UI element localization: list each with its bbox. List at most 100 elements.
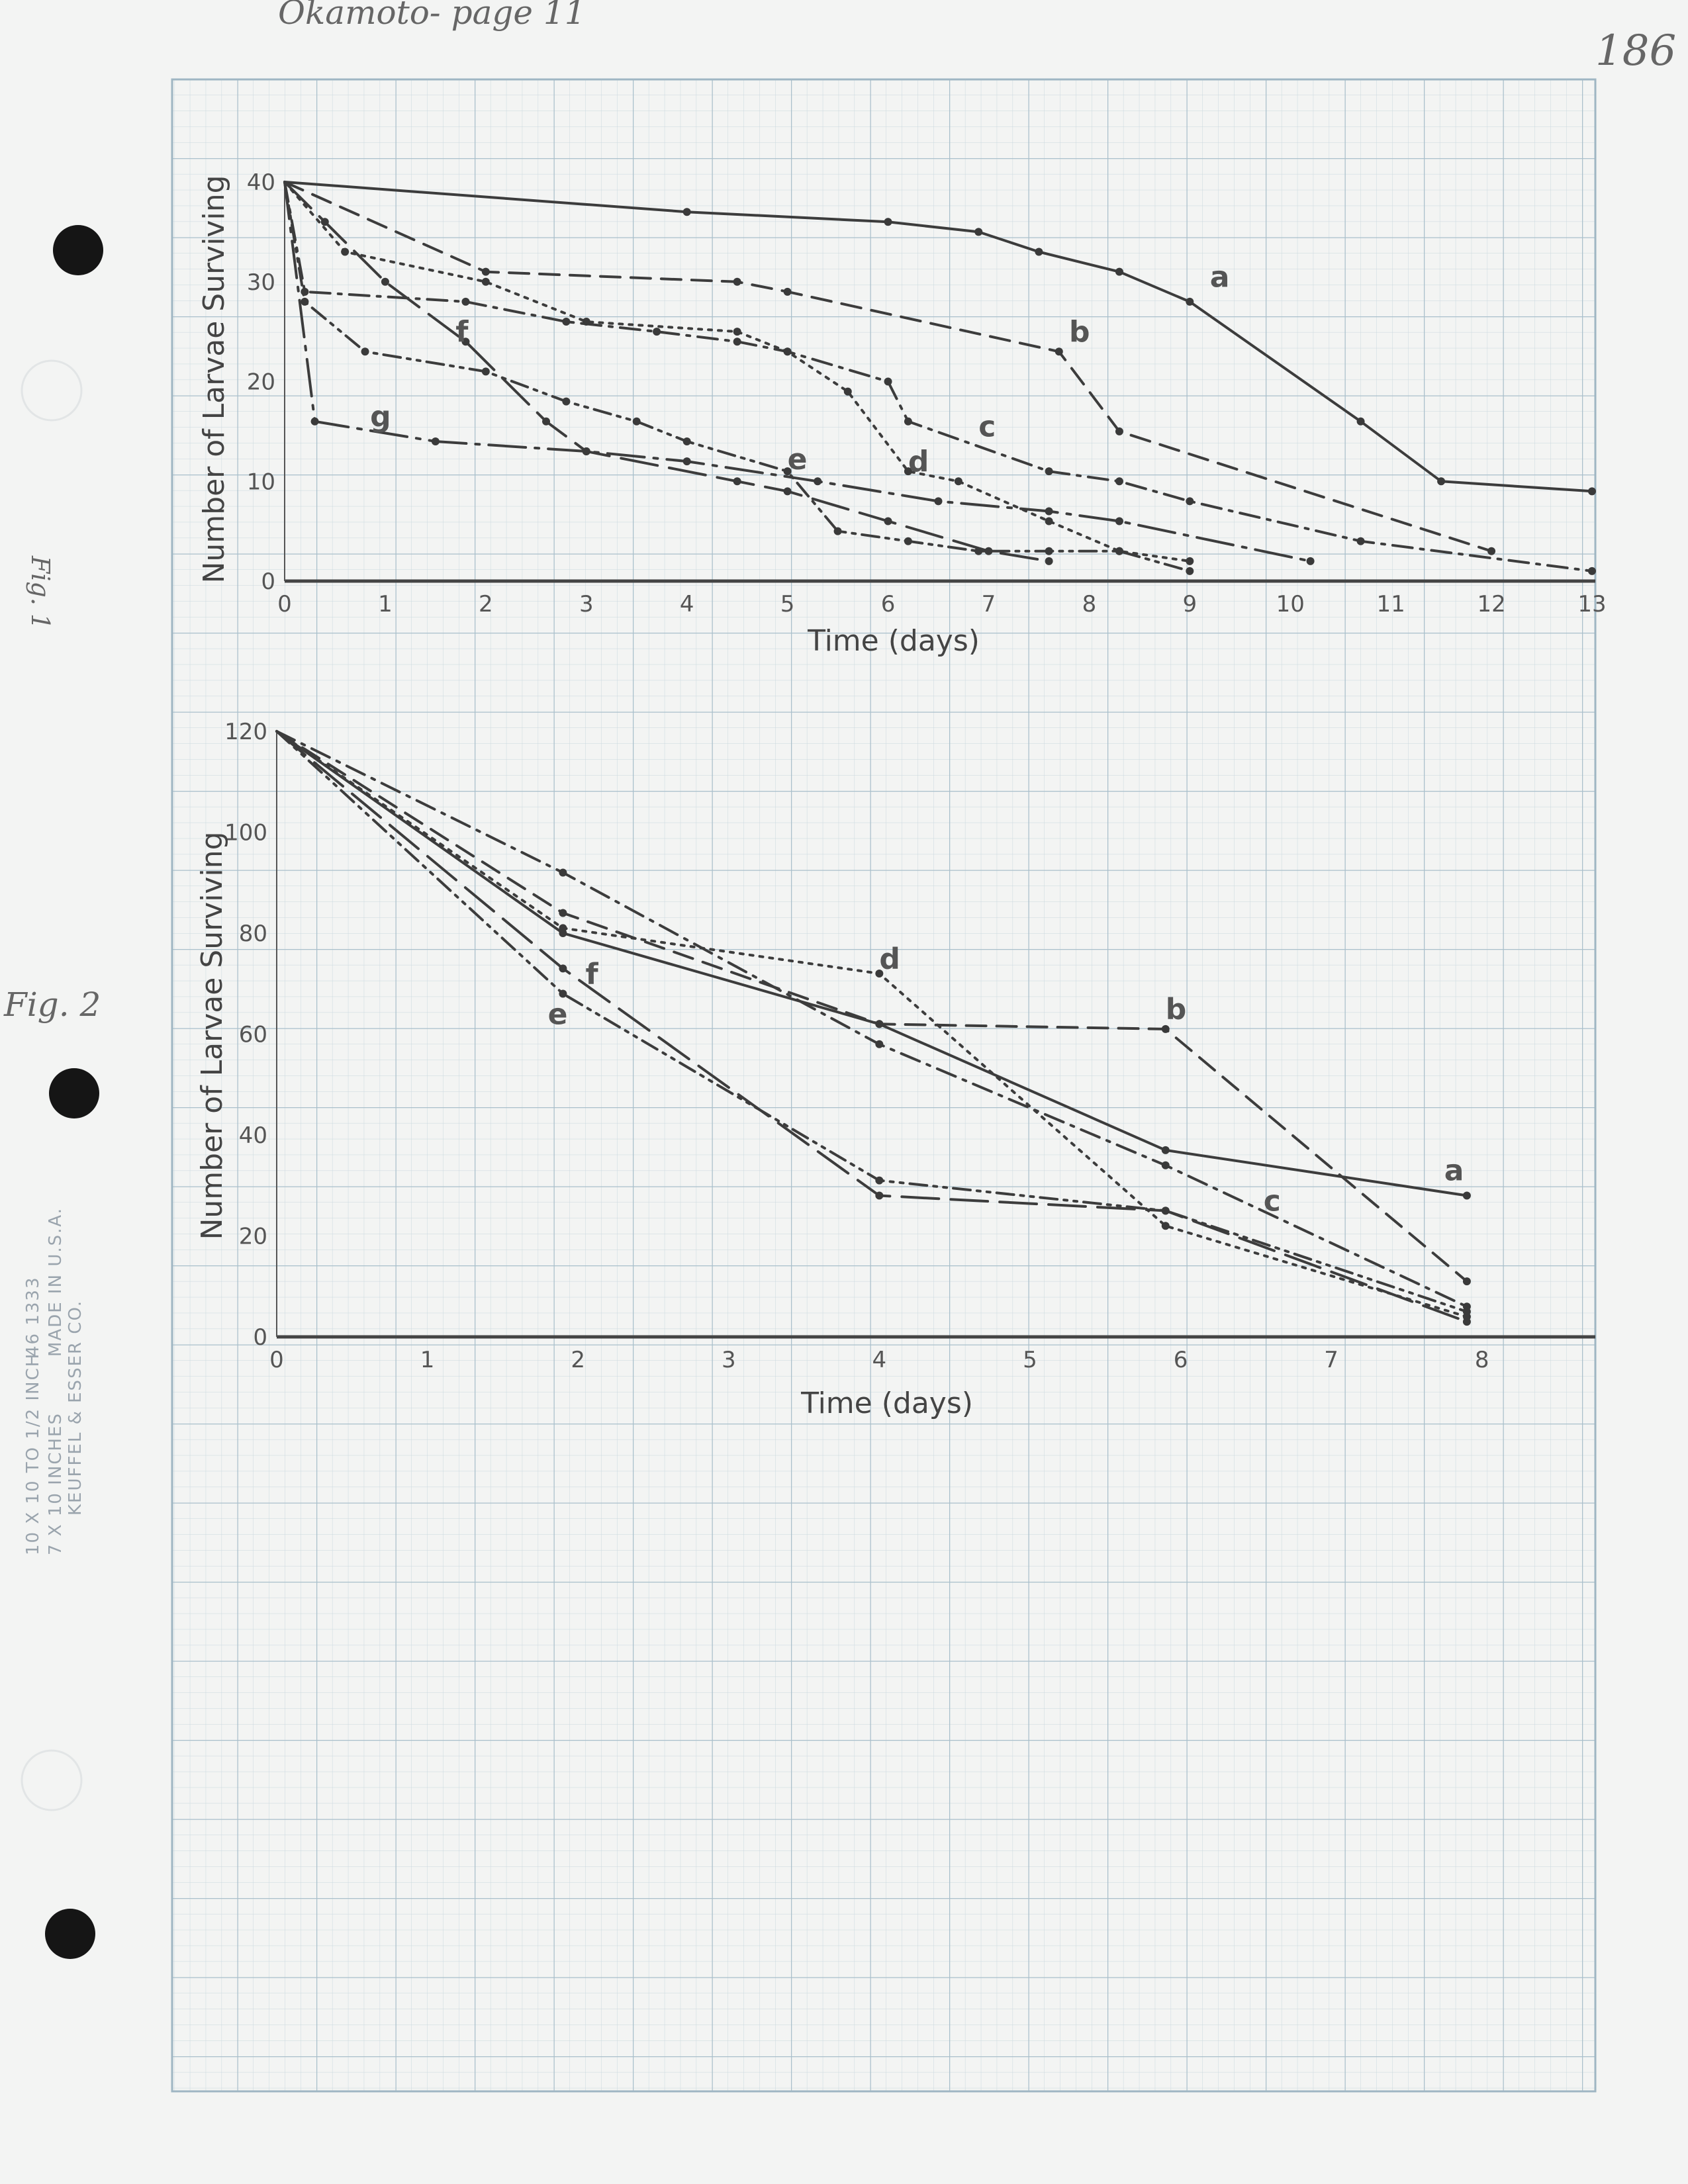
- y-tick-label: 0: [261, 569, 275, 595]
- data-point-a: [682, 208, 691, 216]
- data-point-c: [884, 377, 892, 386]
- y-tick-label: 20: [247, 369, 275, 396]
- x-tick-label: 5: [1023, 1347, 1037, 1373]
- data-point-g: [934, 497, 943, 506]
- data-point-c: [1356, 537, 1365, 545]
- data-point-b: [1115, 427, 1123, 435]
- data-point-a: [1356, 417, 1365, 426]
- data-point-f: [733, 477, 741, 486]
- data-point-g: [431, 437, 440, 445]
- data-point-c: [461, 297, 470, 306]
- series-label-f: f: [455, 315, 469, 349]
- series-labels: a b c d ef: [548, 942, 1464, 1218]
- data-point-e: [1462, 1307, 1471, 1316]
- data-point-f: [559, 964, 567, 973]
- x-tick-label: 8: [1082, 591, 1097, 617]
- x-tick-label: 1: [420, 1347, 435, 1373]
- series-label-a: a: [1444, 1154, 1464, 1188]
- series-label-e: e: [788, 443, 808, 477]
- data-point-f: [542, 417, 550, 426]
- data-point-d: [559, 924, 567, 933]
- series-line-g: [283, 181, 1312, 563]
- faint-hole-ring: [21, 359, 83, 422]
- handwritten-page-number: 186: [1595, 26, 1676, 75]
- data-point-b: [1487, 547, 1496, 555]
- data-point-b: [1055, 347, 1063, 356]
- data-point-a: [1588, 487, 1596, 496]
- data-point-d: [733, 328, 741, 336]
- data-point-b: [733, 277, 741, 286]
- data-point-b: [1462, 1277, 1471, 1286]
- data-point-e: [559, 989, 567, 998]
- series-label-e: e: [548, 997, 568, 1031]
- x-tick-label: 9: [1182, 591, 1197, 617]
- data-point-e: [1186, 567, 1194, 575]
- data-point-d: [1045, 517, 1053, 525]
- paper-manufacturer-print: 10 X 10 TO 1/2 INCH 46 1333 7 X 10 INCHE…: [23, 1207, 85, 1555]
- data-point-b: [1161, 1024, 1170, 1033]
- y-axis-title: Number of Larvae Surviving: [197, 175, 231, 583]
- x-tick-label: 4: [680, 591, 694, 617]
- x-tick-label: 4: [872, 1347, 887, 1373]
- data-point-d: [904, 467, 912, 476]
- x-tick-label: 3: [722, 1347, 736, 1373]
- x-tick-label: 11: [1377, 591, 1405, 617]
- series-label-b: b: [1166, 993, 1187, 1026]
- data-point-f: [984, 547, 993, 555]
- graph-paper-grid: [172, 79, 1595, 2091]
- x-tick-label: 2: [479, 591, 493, 617]
- data-point-e: [783, 467, 792, 476]
- series-lines: [283, 181, 1596, 575]
- data-point-a: [1437, 477, 1446, 486]
- data-point-f: [1161, 1206, 1170, 1215]
- binder-hole-bottom: [45, 1909, 95, 1959]
- data-point-c: [562, 318, 571, 326]
- data-point-e: [1045, 547, 1053, 555]
- x-tick-label: 10: [1276, 591, 1305, 617]
- paper-print-line: MADE IN U.S.A.: [46, 1207, 66, 1357]
- data-point-c: [904, 417, 912, 426]
- x-tick-label: 8: [1475, 1347, 1489, 1373]
- data-point-c: [1045, 467, 1053, 476]
- series-label-c: c: [978, 410, 996, 443]
- x-tick-label: 0: [269, 1347, 284, 1373]
- series-label-a: a: [1210, 260, 1230, 294]
- data-point-c: [1588, 567, 1596, 575]
- data-point-e: [301, 297, 309, 306]
- data-point-a: [974, 228, 983, 236]
- y-tick-label: 80: [239, 921, 267, 947]
- handwritten-fig2-note: Fig. 2: [3, 985, 101, 1024]
- data-point-d: [341, 248, 350, 256]
- data-point-a: [1115, 267, 1123, 276]
- binder-hole-top: [53, 225, 103, 275]
- data-point-d: [954, 477, 962, 486]
- x-axis-title: Time (days): [807, 624, 980, 658]
- data-point-a: [1186, 297, 1194, 306]
- data-point-a: [884, 218, 892, 226]
- series-line-a: [283, 181, 1593, 493]
- data-point-e: [361, 347, 369, 356]
- x-tick-label: 6: [881, 591, 896, 617]
- y-tick-label: 0: [253, 1324, 267, 1351]
- data-point-c: [1161, 1161, 1170, 1169]
- series-label-d: d: [908, 445, 929, 478]
- data-point-e: [1115, 547, 1123, 555]
- series-lines: [275, 730, 1471, 1326]
- data-point-e: [833, 527, 842, 535]
- x-tick-label: 1: [378, 591, 393, 617]
- series-label-c: c: [1264, 1184, 1281, 1218]
- data-point-b: [783, 287, 792, 296]
- data-point-f: [1045, 557, 1053, 565]
- data-point-g: [1115, 517, 1123, 525]
- data-point-c: [733, 338, 741, 346]
- data-point-d: [1186, 557, 1194, 565]
- series-label-d: d: [879, 942, 900, 976]
- data-point-f: [783, 487, 792, 496]
- x-tick-label: 2: [571, 1347, 585, 1373]
- y-tick-label: 120: [224, 719, 267, 745]
- data-point-f: [320, 218, 329, 226]
